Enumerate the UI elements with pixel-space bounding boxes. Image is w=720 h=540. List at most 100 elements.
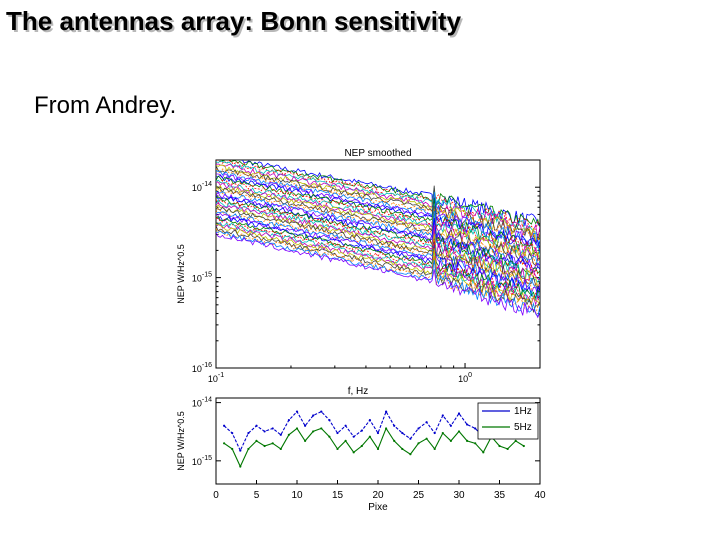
y-axis-label: NEP W/Hz^0.5: [176, 411, 186, 471]
pixel-point: [320, 427, 323, 430]
spectrum-series-line: [216, 165, 540, 244]
spectrum-curves: [216, 160, 540, 319]
pixel-point: [457, 430, 461, 433]
pixel-point: [433, 447, 436, 451]
pixel-point: [474, 442, 477, 445]
legend-label: 1Hz: [514, 406, 532, 417]
pixel-point: [223, 442, 226, 445]
pixel-point: [312, 414, 315, 417]
pixel-point: [522, 444, 525, 448]
pixel-point: [271, 427, 274, 430]
pixel-point: [433, 431, 436, 435]
pixel-point: [295, 410, 299, 413]
spectrum-series-line: [216, 160, 540, 242]
spectrum-series-line: [216, 201, 540, 283]
pixel-series-line: [223, 427, 525, 468]
spectrum-series-line: [216, 185, 540, 267]
spectrum-series-line: [216, 179, 540, 257]
pixel-point: [441, 414, 444, 417]
spectrum-series-line: [216, 215, 540, 301]
pixel-series-line: [223, 410, 525, 452]
pixel-point: [223, 424, 226, 427]
pixel-point: [271, 442, 274, 445]
pixel-point: [304, 439, 307, 442]
slide-title: The antennas array: Bonn sensitivity: [6, 6, 462, 36]
spectrum-series-line: [216, 223, 540, 307]
x-tick-label: 25: [413, 490, 425, 501]
pixel-point: [247, 431, 250, 435]
spectrum-series-line: [216, 168, 540, 245]
nep-per-pixel-plot: NEP W/Hz^0.5 Pixe 10-14 10-15 0 5 10 15 20 25 30 35…: [176, 397, 546, 513]
pixel-point: [401, 431, 404, 435]
y-axis-label: NEP W/Hz^0.5: [176, 244, 186, 304]
pixel-point: [352, 451, 355, 454]
spectrum-series-line: [216, 188, 540, 268]
pixel-point: [352, 435, 355, 438]
y-tick-label: 10-15: [192, 455, 212, 467]
x-tick-label: 30: [453, 490, 465, 501]
x-tick-label: 0: [213, 490, 219, 501]
pixel-point: [409, 437, 412, 440]
pixel-point: [320, 410, 323, 413]
x-tick-label: 10-1: [208, 372, 224, 384]
pixel-point: [368, 435, 371, 438]
spectrum-series-line: [216, 181, 540, 262]
pixel-point: [344, 439, 347, 442]
pixel-point: [279, 447, 282, 451]
pixel-point: [385, 410, 388, 413]
nep-spectrum-plot: NEP smoothed f, Hz NEP W/Hz^0.5 10-14 10-15 1…: [176, 148, 541, 397]
pixel-point: [239, 449, 242, 452]
y-tick-label: 10-14: [192, 397, 212, 409]
pixel-point: [287, 433, 290, 436]
pixel-point: [255, 439, 258, 442]
pixel-point: [255, 424, 258, 427]
pixel-point: [376, 447, 380, 451]
spectrum-series-line: [216, 232, 540, 319]
pixel-point: [466, 423, 469, 426]
pixel-point: [328, 419, 331, 422]
spectrum-series-line: [216, 204, 540, 288]
y-tick-label: 10-15: [192, 272, 212, 284]
pixel-point: [506, 447, 509, 451]
x-tick-label: 10: [291, 490, 303, 501]
pixel-point: [417, 442, 420, 445]
pixel-point: [409, 453, 412, 456]
pixel-point: [514, 439, 517, 442]
pixel-point: [287, 419, 290, 422]
spectrum-series-line: [216, 223, 540, 307]
pixel-point: [449, 424, 452, 427]
x-tick-label: 40: [534, 490, 546, 501]
y-tick-label: 10-16: [192, 362, 212, 374]
pixel-point: [498, 444, 501, 448]
x-axis-label: Pixe: [368, 502, 388, 513]
x-axis-label: f, Hz: [348, 386, 369, 397]
pixel-point: [336, 431, 339, 435]
x-tick-label: 5: [254, 490, 260, 501]
pixel-point: [239, 465, 242, 468]
pixel-point: [466, 439, 469, 442]
pixel-point: [401, 447, 404, 451]
pixel-point: [336, 447, 339, 451]
legend-label: 5Hz: [514, 422, 532, 433]
pixel-point: [295, 427, 299, 430]
x-tick-label: 15: [332, 490, 344, 501]
pixel-point: [457, 412, 461, 415]
pixel-point: [368, 419, 371, 422]
pixel-point: [231, 447, 234, 451]
pixel-point: [360, 429, 363, 432]
pixel-point: [304, 424, 307, 427]
pixel-point: [449, 439, 452, 442]
x-tick-label: 100: [458, 372, 472, 384]
legend-box: [477, 402, 539, 440]
bullet-text: From Andrey.: [34, 92, 177, 119]
plot-title: NEP smoothed: [344, 148, 411, 159]
x-tick-label: 35: [494, 490, 506, 501]
x-tick-label: 20: [372, 490, 384, 501]
spectrum-series-line: [216, 163, 540, 240]
pixel-point: [385, 427, 388, 430]
pixel-point: [417, 427, 420, 430]
pixel-point: [425, 421, 428, 424]
pixel-point: [393, 439, 396, 442]
